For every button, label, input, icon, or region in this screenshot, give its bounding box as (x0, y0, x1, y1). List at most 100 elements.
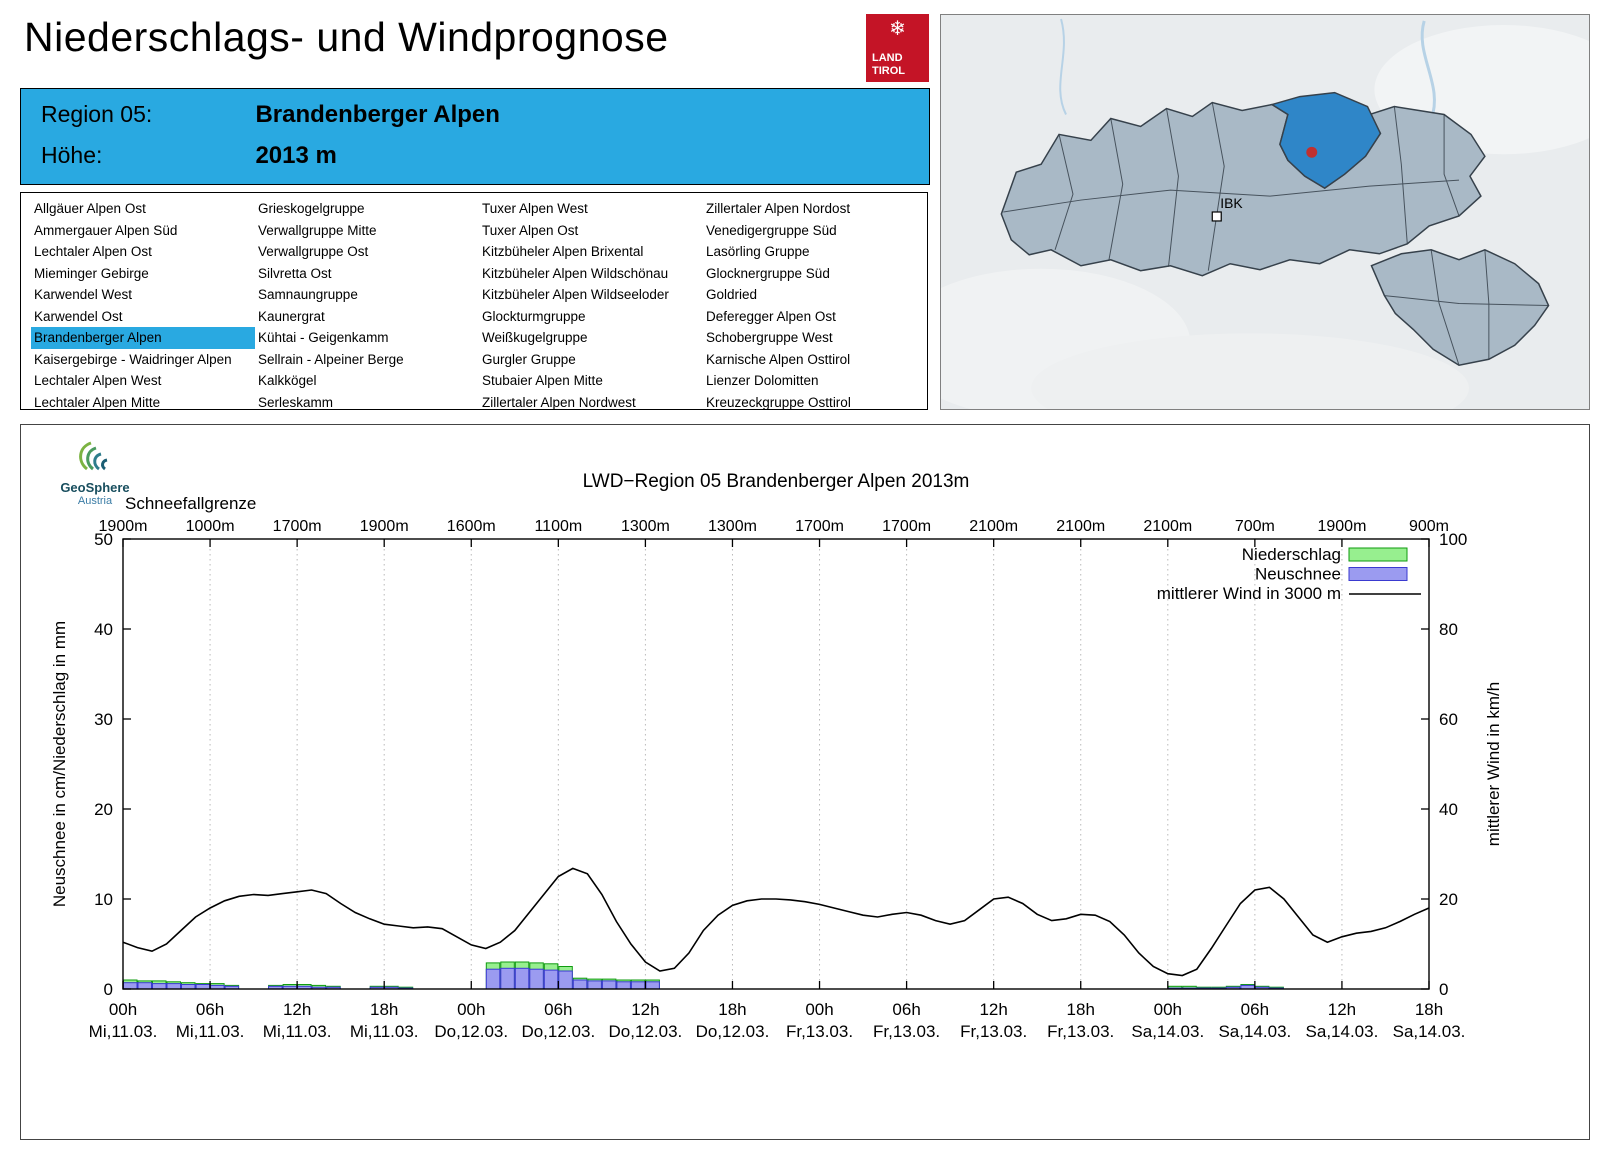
x-hour-label: 18h (1415, 1000, 1443, 1019)
geosphere-logo: GeoSphere Austria (47, 435, 143, 507)
region-item[interactable]: Weißkugelgruppe (482, 330, 588, 345)
region-column: Tuxer Alpen West Tuxer Alpen Ost Kitzbühel… (479, 198, 703, 410)
x-date-label: Fr,13.03. (786, 1022, 853, 1041)
terrain-shading (1031, 333, 1469, 409)
region-item[interactable]: Kaisergebirge - Waidringer Alpen (34, 351, 232, 367)
region-item[interactable]: Kaunergrat (258, 308, 325, 324)
hoehe-label: Höhe: (41, 142, 103, 168)
x-hour-label: 12h (979, 1000, 1007, 1019)
region-item[interactable]: Karwendel Ost (34, 308, 123, 324)
page-title: Niederschlags- und Windprognose (24, 14, 669, 60)
region-item[interactable]: Lechtaler Alpen Ost (34, 244, 152, 259)
x-date-label: Sa,14.03. (1218, 1022, 1291, 1041)
region-item[interactable]: Kitzbüheler Alpen Wildschönau (482, 265, 669, 281)
wind-line (122, 867, 1430, 977)
region-item[interactable]: Grieskogelgruppe (258, 201, 365, 216)
snowline-value: 1900m (99, 518, 148, 535)
x-date-label: Sa,14.03. (1393, 1022, 1466, 1041)
region-item[interactable]: Samnaungruppe (258, 287, 358, 302)
region-item[interactable]: Ammergauer Alpen Süd (34, 222, 178, 238)
x-hour-label: 18h (370, 1000, 398, 1019)
region-item[interactable]: Glocknergruppe Süd (706, 265, 830, 281)
snowline-value: 1700m (795, 518, 844, 535)
region-item[interactable]: Kalkkögel (258, 373, 317, 388)
region-item[interactable]: Zillertaler Alpen Nordost (706, 201, 851, 216)
region-item[interactable]: Karwendel West (34, 287, 133, 302)
x-date-label: Do,12.03. (696, 1022, 770, 1041)
x-hour-label: 06h (196, 1000, 224, 1019)
snowline-value: 1900m (360, 518, 409, 535)
region-item[interactable]: Goldried (706, 287, 758, 302)
snowline-value: 2100m (1143, 518, 1192, 535)
station-marker-dot (1306, 146, 1318, 158)
region-item[interactable]: Mieminger Gebirge (34, 265, 149, 281)
region-item[interactable]: Sellrain - Alpeiner Berge (258, 351, 404, 367)
x-hour-label: 06h (892, 1000, 920, 1019)
region-item[interactable]: Lasörling Gruppe (706, 244, 810, 259)
region-item[interactable]: Allgäuer Alpen Ost (34, 201, 146, 216)
region-column: Allgäuer Alpen Ost Ammergauer Alpen Süd Le… (31, 198, 255, 410)
region-item[interactable]: Brandenberger Alpen (31, 327, 255, 349)
selected-region-shape[interactable] (1270, 91, 1382, 190)
region-item[interactable]: Verwallgruppe Mitte (258, 222, 377, 238)
region-item[interactable]: Zillertaler Alpen Nordwest (482, 394, 636, 410)
land-tirol-logo: ❄ LAND TIROL (866, 14, 929, 82)
region-item[interactable]: Lechtaler Alpen West (34, 373, 162, 388)
chart-panel: LWD−Region 05 Brandenberger Alpen 2013m S… (20, 424, 1590, 1140)
snowflake-icon: ❄ (889, 18, 906, 40)
region-item[interactable]: Kitzbüheler Alpen Brixental (482, 244, 644, 259)
snowline-value: 1300m (621, 518, 670, 535)
right-tick-label: 20 (1439, 890, 1458, 909)
region-item[interactable]: Tuxer Alpen West (482, 201, 588, 216)
x-date-label: Fr,13.03. (1047, 1022, 1114, 1041)
region-item[interactable]: Schobergruppe West (706, 330, 833, 345)
legend-swatch (1348, 547, 1408, 562)
geosphere-name: GeoSphere (60, 480, 130, 495)
region-item[interactable]: Venedigergruppe Süd (706, 222, 837, 238)
region-item[interactable]: Gurgler Gruppe (482, 351, 576, 367)
legend-label: Neuschnee (1255, 565, 1341, 584)
region-item[interactable]: Glockturmgruppe (482, 308, 586, 324)
region-item[interactable]: Serleskamm (258, 394, 334, 410)
region-item[interactable]: Stubaier Alpen Mitte (482, 373, 603, 388)
snowline-value: 2100m (1056, 518, 1105, 535)
x-hour-label: 00h (1154, 1000, 1182, 1019)
tirol-map-svg: IBK (941, 15, 1589, 409)
river (1420, 20, 1436, 120)
x-hour-label: 00h (805, 1000, 833, 1019)
region-item[interactable]: Karnische Alpen Osttirol (706, 351, 851, 367)
x-date-label: Fr,13.03. (873, 1022, 940, 1041)
region-item[interactable]: Kitzbüheler Alpen Wildseeloder (482, 287, 669, 302)
region-item[interactable]: Silvretta Ost (258, 265, 332, 281)
x-date-label: Fr,13.03. (960, 1022, 1027, 1041)
region-item[interactable]: Verwallgruppe Ost (258, 244, 369, 259)
right-tick-label: 80 (1439, 620, 1458, 639)
ibk-marker-square (1211, 211, 1222, 222)
snowline-value: 2100m (969, 518, 1018, 535)
x-hour-label: 06h (544, 1000, 572, 1019)
east-tirol-shape (1370, 248, 1550, 367)
land-tirol-logo-text: LAND TIROL (872, 52, 905, 77)
region-item[interactable]: Deferegger Alpen Ost (706, 308, 836, 324)
region-item[interactable]: Lechtaler Alpen Mitte (34, 394, 161, 410)
snowline-value: 1100m (534, 518, 582, 535)
region-item[interactable]: Kühtai - Geigenkamm (258, 330, 389, 345)
x-date-label: Do,12.03. (609, 1022, 683, 1041)
left-tick-label: 40 (94, 620, 113, 639)
x-date-label: Do,12.03. (521, 1022, 595, 1041)
x-hour-label: 12h (631, 1000, 659, 1019)
snowline-value: 1000m (186, 518, 235, 535)
region-item[interactable]: Kreuzeckgruppe Osttirol (706, 394, 851, 410)
region-value: Brandenberger Alpen (255, 101, 500, 128)
x-date-label: Mi,11.03. (89, 1022, 158, 1041)
region-item[interactable]: Lienzer Dolomitten (706, 373, 819, 388)
chart-title: LWD−Region 05 Brandenberger Alpen 2013m (583, 471, 970, 492)
legend-label: mittlerer Wind in 3000 m (1157, 584, 1341, 603)
x-hour-label: 18h (718, 1000, 746, 1019)
geosphere-icon (79, 441, 108, 471)
snowline-value: 1700m (882, 518, 931, 535)
river (1059, 18, 1067, 115)
region-item[interactable]: Tuxer Alpen Ost (482, 222, 579, 238)
logo-line2: TIROL (872, 64, 905, 77)
